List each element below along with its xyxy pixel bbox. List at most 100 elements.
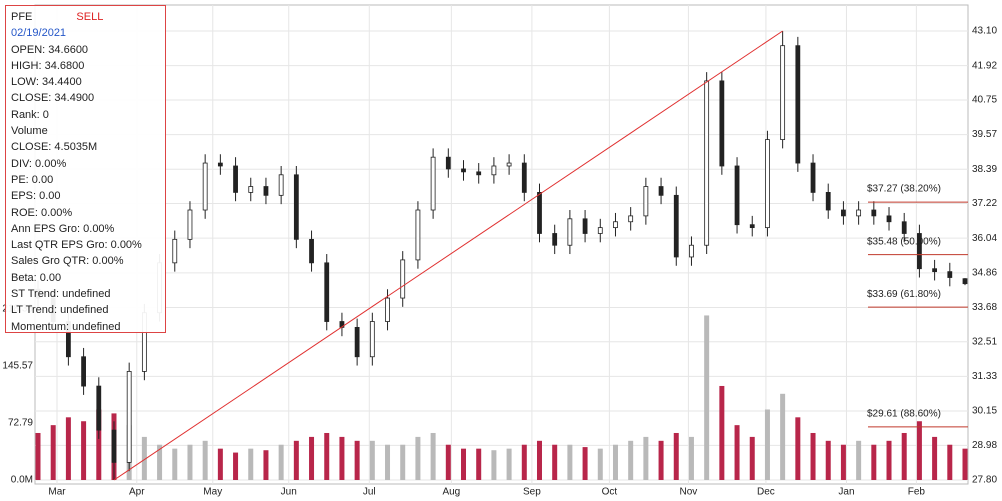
candle-body bbox=[613, 221, 618, 229]
candle-body bbox=[901, 221, 907, 234]
candle-body bbox=[749, 224, 755, 229]
volume-bar bbox=[628, 440, 634, 480]
candle-body bbox=[248, 186, 254, 193]
candle-body bbox=[582, 218, 588, 234]
info-line: ROE: 0.00% bbox=[11, 206, 73, 219]
y-tick-label: 43.10 bbox=[972, 26, 997, 37]
volume-bar bbox=[582, 447, 588, 480]
volume-bar bbox=[886, 440, 892, 480]
candle-body bbox=[673, 194, 679, 258]
x-tick-label: Mar bbox=[48, 487, 66, 498]
info-line: Rank: 0 bbox=[11, 108, 49, 121]
candle-body bbox=[962, 278, 968, 285]
volume-bar bbox=[795, 417, 801, 480]
candle-body bbox=[293, 174, 299, 240]
info-line: Last QTR EPS Gro: 0.00% bbox=[11, 239, 142, 252]
y-tick-label: 37.22 bbox=[972, 198, 997, 209]
info-line: Volume bbox=[11, 125, 48, 138]
info-line: OPEN: 34.6600 bbox=[11, 43, 89, 56]
x-tick-label: May bbox=[203, 487, 222, 498]
y-tick-label: 39.57 bbox=[972, 129, 997, 140]
info-line: Sales Gro QTR: 0.00% bbox=[11, 255, 124, 268]
candle-body bbox=[491, 165, 497, 176]
candle-body bbox=[780, 45, 786, 140]
volume-bar bbox=[369, 440, 375, 480]
volume-bar bbox=[688, 436, 694, 480]
volume-bar bbox=[840, 444, 846, 480]
info-header: PFE SELL bbox=[11, 9, 160, 25]
candle-body bbox=[400, 259, 406, 299]
candle-body bbox=[628, 215, 634, 223]
date: 02/19/2021 bbox=[11, 27, 67, 40]
volume-bar bbox=[962, 448, 968, 480]
x-tick-label: Apr bbox=[129, 487, 145, 498]
fib-label: $33.69 (61.80%) bbox=[867, 289, 941, 300]
candle-body bbox=[795, 45, 801, 164]
volume-bar bbox=[916, 421, 922, 480]
info-line: Momentum: undefined bbox=[11, 320, 121, 333]
y-tick-label: 38.39 bbox=[972, 164, 997, 175]
info-line: PE: 0.00 bbox=[11, 173, 54, 186]
volume-tick-label: 145.57 bbox=[2, 361, 33, 372]
volume-bar bbox=[947, 444, 953, 480]
candle-body bbox=[187, 209, 193, 240]
candle-body bbox=[81, 356, 86, 387]
volume-bar bbox=[202, 440, 208, 480]
volume-bar bbox=[856, 440, 862, 480]
candle-body bbox=[369, 321, 375, 358]
symbol: PFE bbox=[11, 11, 33, 23]
volume-bar bbox=[415, 436, 421, 480]
candle-body bbox=[719, 80, 725, 167]
volume-bar bbox=[673, 432, 679, 480]
info-line: Beta: 0.00 bbox=[11, 271, 62, 284]
x-tick-label: Feb bbox=[908, 487, 926, 498]
volume-bar bbox=[719, 385, 725, 480]
x-tick-label: Sep bbox=[523, 487, 541, 498]
volume-bar bbox=[35, 432, 41, 480]
candle-body bbox=[476, 171, 482, 176]
volume-bar bbox=[339, 436, 345, 480]
volume-bar bbox=[749, 436, 755, 480]
volume-bar bbox=[521, 444, 527, 480]
candle-body bbox=[886, 215, 892, 223]
candle-body bbox=[202, 162, 208, 211]
candle-body bbox=[96, 385, 102, 431]
volume-bar bbox=[217, 448, 223, 480]
volume-bar bbox=[445, 444, 451, 480]
volume-bar bbox=[871, 444, 877, 480]
volume-bar bbox=[324, 432, 330, 480]
info-line: HIGH: 34.6800 bbox=[11, 59, 85, 72]
volume-bar bbox=[932, 436, 938, 480]
volume-bar bbox=[354, 440, 360, 480]
candle-body bbox=[415, 209, 421, 261]
volume-bar bbox=[825, 440, 831, 480]
info-line: CLOSE: 4.5035M bbox=[11, 141, 98, 154]
x-tick-label: Oct bbox=[602, 487, 618, 498]
candle-body bbox=[385, 297, 390, 322]
signal: SELL bbox=[76, 11, 104, 23]
volume-bar bbox=[536, 440, 542, 480]
candle-body bbox=[354, 326, 360, 358]
candle-body bbox=[278, 174, 284, 196]
candle-body bbox=[324, 262, 330, 322]
candle-body bbox=[217, 162, 223, 167]
candle-body bbox=[309, 238, 314, 264]
volume-bar bbox=[400, 444, 406, 480]
x-tick-label: Dec bbox=[757, 487, 775, 498]
x-tick-label: Jan bbox=[838, 487, 854, 498]
volume-bar bbox=[172, 448, 178, 480]
candle-body bbox=[917, 233, 922, 270]
candle-body bbox=[825, 192, 831, 211]
candle-body bbox=[597, 227, 603, 234]
candle-body bbox=[841, 209, 846, 217]
candle-body bbox=[430, 156, 436, 211]
candle-body bbox=[658, 186, 664, 196]
candle-body bbox=[567, 218, 573, 246]
x-tick-label: Jul bbox=[363, 487, 376, 498]
volume-bar bbox=[612, 444, 618, 480]
volume-bar bbox=[81, 421, 87, 480]
info-line: EPS: 0.00 bbox=[11, 190, 61, 203]
volume-bar bbox=[506, 448, 512, 480]
volume-bar bbox=[704, 315, 710, 480]
